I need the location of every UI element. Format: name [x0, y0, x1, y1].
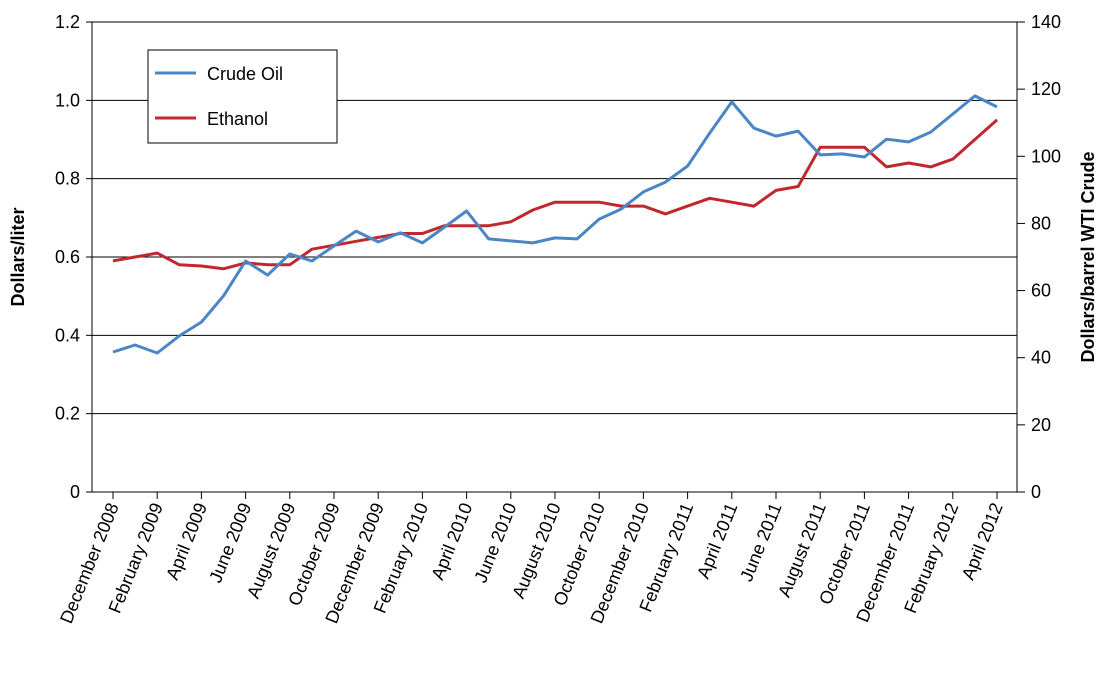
- x-tick-label: April 2012: [958, 500, 1007, 583]
- y-tick-label: 1.2: [55, 12, 80, 32]
- legend-label: Crude Oil: [207, 64, 283, 84]
- y2-tick-label: 120: [1031, 79, 1061, 99]
- y2-tick-label: 80: [1031, 213, 1051, 233]
- series-line: [112, 118, 998, 271]
- x-tick-label: June 2009: [205, 500, 255, 585]
- y2-tick-label: 40: [1031, 348, 1051, 368]
- y2-tick-label: 140: [1031, 12, 1061, 32]
- y2-tick-label: 20: [1031, 415, 1051, 435]
- y-tick-label: 0: [70, 482, 80, 502]
- y2-axis-label: Dollars/barrel WTI Crude: [1078, 151, 1098, 362]
- series-line: [112, 94, 998, 355]
- legend-label: Ethanol: [207, 109, 268, 129]
- legend-box: [147, 49, 338, 144]
- y2-tick-label: 100: [1031, 146, 1061, 166]
- x-tick-label: April 2009: [162, 500, 211, 583]
- y2-tick-label: 0: [1031, 482, 1041, 502]
- y-tick-label: 0.6: [55, 247, 80, 267]
- x-tick-label: June 2010: [470, 500, 520, 585]
- y-axis-label: Dollars/liter: [8, 207, 28, 306]
- x-tick-label: June 2011: [736, 500, 786, 584]
- y-tick-label: 0.2: [55, 404, 80, 424]
- y-tick-label: 1.0: [55, 90, 80, 110]
- x-tick-label: April 2011: [693, 500, 741, 581]
- y-tick-label: 0.4: [55, 325, 80, 345]
- y2-tick-label: 60: [1031, 281, 1051, 301]
- x-tick-label: April 2010: [427, 500, 476, 583]
- y-tick-label: 0.8: [55, 169, 80, 189]
